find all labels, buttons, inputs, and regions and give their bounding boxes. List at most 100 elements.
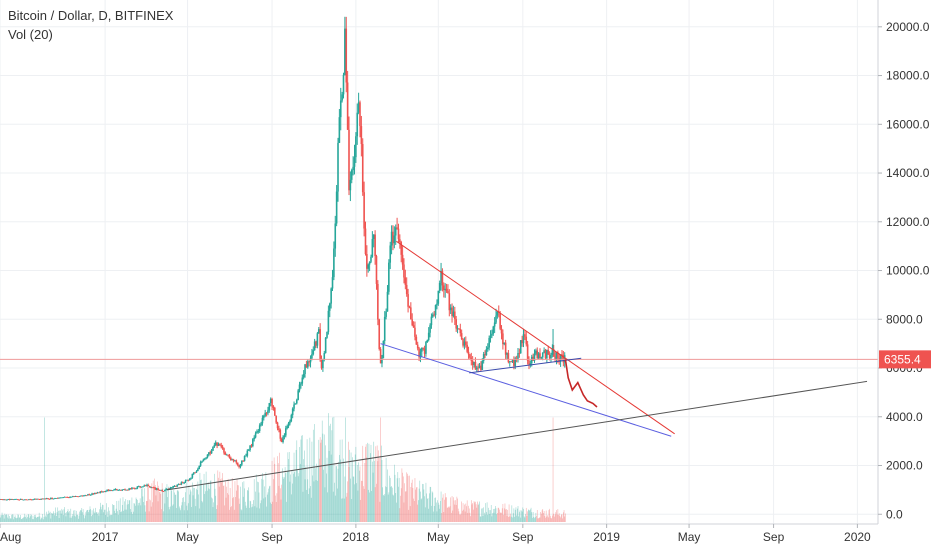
volume-bar (352, 457, 353, 522)
volume-bar (450, 497, 451, 522)
candle-body (544, 350, 547, 359)
volume-bar (334, 482, 335, 522)
volume-bar (370, 444, 372, 522)
volume-bar (30, 514, 32, 522)
volume-bar (154, 478, 155, 522)
volume-bar (546, 516, 548, 522)
candle-body (154, 487, 157, 490)
volume-bar (301, 435, 303, 522)
volume-bar (124, 501, 125, 522)
volume-bar (97, 512, 99, 522)
volume-bar (94, 513, 96, 522)
candle-body (364, 228, 367, 255)
volume-bar (173, 489, 175, 522)
volume-bar (322, 433, 324, 522)
candle-body (74, 496, 77, 497)
candle-body (400, 241, 403, 255)
volume-bar (93, 508, 94, 522)
volume-bar (295, 449, 297, 522)
candle-body (166, 488, 169, 490)
volume-bar (137, 505, 139, 522)
candle-body (295, 399, 298, 404)
candle-body (423, 348, 426, 354)
volume-bar (166, 484, 168, 522)
volume-bar (179, 506, 180, 522)
candle-body (444, 288, 446, 291)
candle-body (26, 499, 29, 501)
volume-bar (342, 498, 344, 522)
volume-bar (189, 489, 191, 522)
candle-body (519, 340, 522, 354)
volume-bar (547, 515, 548, 522)
candle-body (190, 477, 192, 479)
candle-body (137, 486, 140, 488)
candle-body (186, 479, 188, 481)
volume-bar (460, 513, 462, 522)
volume-bar (495, 506, 496, 522)
volume-bar (337, 468, 339, 522)
candle-body (541, 352, 544, 358)
volume-bar (335, 466, 337, 522)
candle-body (416, 344, 419, 349)
volume-bar (409, 506, 411, 522)
candle-body (212, 446, 214, 451)
candle-body (51, 497, 54, 499)
volume-bar (307, 479, 309, 522)
volume-bar (476, 507, 478, 522)
grid (0, 0, 878, 524)
volume-bar (25, 515, 27, 522)
volume-bar (59, 510, 61, 522)
volume-bar (161, 483, 163, 522)
volume-bar (217, 470, 219, 522)
x-tick-label: Aug (0, 530, 21, 544)
candle-body (456, 328, 459, 330)
volume-bar (408, 509, 410, 522)
volume-bar (448, 506, 449, 522)
volume-bar (198, 508, 200, 522)
volume-bar (395, 492, 397, 522)
candle-body (355, 136, 357, 158)
candle-body (563, 355, 566, 363)
volume-bar (273, 479, 274, 522)
candle-body (55, 498, 58, 499)
volume-bar (543, 511, 545, 522)
volume-bar (232, 498, 234, 522)
volume-bar (199, 472, 201, 522)
candle-body (308, 361, 310, 363)
candle-body (177, 484, 180, 486)
volume-bar (273, 457, 275, 522)
volume-bar (279, 488, 281, 522)
volume-bar (126, 504, 128, 522)
volume-bar (288, 459, 289, 522)
volume-bar (426, 493, 427, 522)
volume-bar (390, 486, 392, 522)
volume-bar (341, 439, 343, 522)
volume-bar (261, 478, 263, 522)
volume-bar (485, 503, 487, 522)
volume-bar (140, 505, 142, 522)
volume-bar (170, 487, 172, 522)
candle-body (15, 498, 18, 500)
volume-bar (246, 507, 247, 522)
candle-body (164, 490, 166, 492)
candle-body (99, 491, 102, 493)
candle-body (28, 499, 30, 501)
candle-body (157, 488, 159, 491)
candle-body (381, 358, 383, 364)
volume-bar (339, 439, 341, 522)
volume-bar (125, 499, 127, 522)
volume-bar (141, 488, 142, 522)
candle-body (526, 344, 529, 361)
volume-bar (398, 486, 399, 522)
volume-bar (42, 513, 43, 522)
candle-body (77, 496, 80, 498)
volume-bar (111, 514, 113, 522)
volume-bar (343, 458, 344, 522)
candle-body (305, 364, 308, 368)
volume-bar (249, 507, 250, 522)
volume-bar (341, 498, 342, 522)
volume-bar (153, 487, 155, 522)
volume-bar (107, 516, 109, 522)
candle-body (41, 498, 44, 500)
